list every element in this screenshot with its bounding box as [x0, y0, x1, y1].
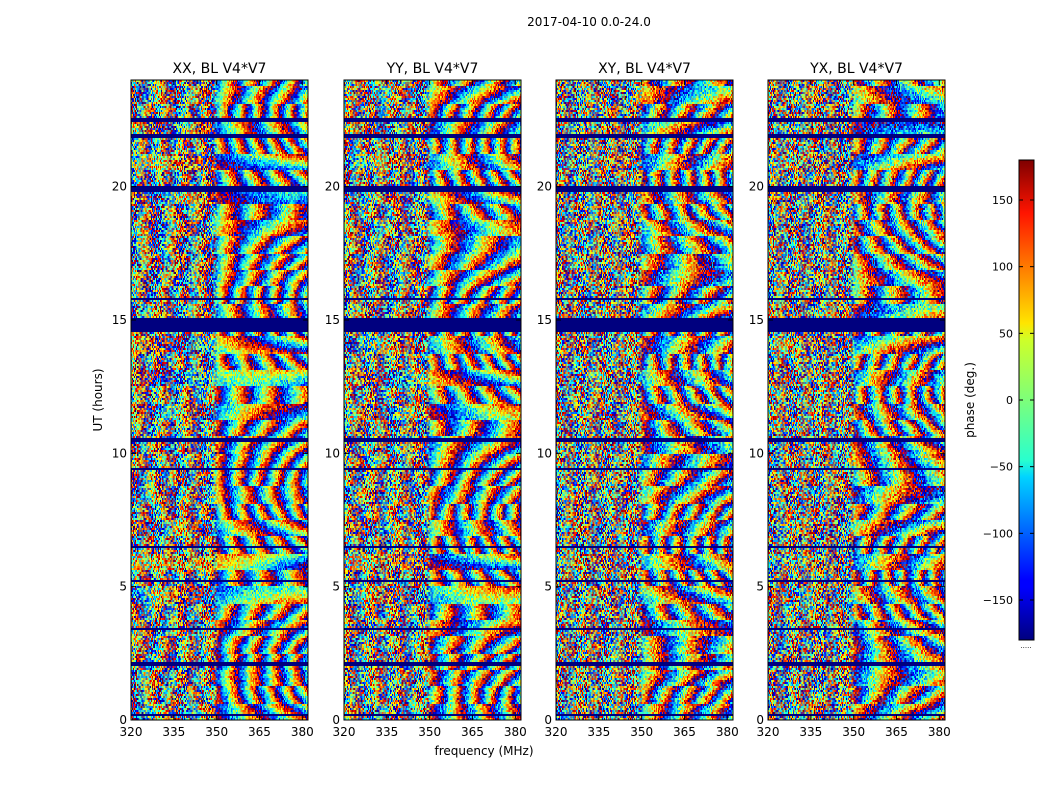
- y-tick-label: 15: [537, 313, 552, 327]
- figure-title: 2017-04-10 0.0-24.0: [527, 15, 651, 29]
- phase-heatmap-yx: [768, 80, 945, 720]
- phase-heatmap-xy: [556, 80, 733, 720]
- phase-heatmap-xx: [131, 80, 308, 720]
- x-tick-label: 380: [291, 725, 314, 739]
- y-tick-label: 0: [756, 713, 764, 727]
- panel-frame: [343, 79, 522, 721]
- panel-yy: YY, BL V4*V7 320 335 350 365 380 0 5 10 15 20: [325, 61, 527, 739]
- x-tick-label: 320: [120, 725, 143, 739]
- y-tick-label: 15: [749, 313, 764, 327]
- x-tick-label: 350: [842, 725, 865, 739]
- panel-title: XX, BL V4*V7: [173, 61, 267, 77]
- y-tick-label: 0: [119, 713, 127, 727]
- colorbar-tick-label: −50: [990, 461, 1013, 474]
- y-tick-label: 5: [544, 580, 552, 594]
- panel-frame: [555, 79, 734, 721]
- y-tick-label: 20: [537, 180, 552, 194]
- x-tick-label: 380: [716, 725, 739, 739]
- y-tick-label: 0: [544, 713, 552, 727]
- panel-frame: [130, 79, 309, 721]
- colorbar-tick-label: 150: [992, 194, 1013, 207]
- y-axis-label: UT (hours): [91, 368, 105, 431]
- x-tick-label: 380: [928, 725, 951, 739]
- y-tick-label: 0: [332, 713, 340, 727]
- y-tick-label: 10: [749, 446, 764, 460]
- y-tick-label: 10: [537, 446, 552, 460]
- panel-xx: XX, BL V4*V7 320 335 350 365 380 0 5 10 15 20: [112, 61, 314, 739]
- y-tick-label: 5: [332, 580, 340, 594]
- y-tick-label: 20: [749, 180, 764, 194]
- colorbar-tick-label: 100: [992, 261, 1013, 274]
- x-tick-label: 320: [333, 725, 356, 739]
- y-tick-label: 15: [112, 313, 127, 327]
- x-axis-label: frequency (MHz): [434, 744, 533, 758]
- x-tick-label: 365: [673, 725, 696, 739]
- panel-title: XY, BL V4*V7: [598, 61, 691, 77]
- colorbar: 150 100 50 0 −50 −100 −150 phase (deg.) .....: [963, 159, 1035, 650]
- panel-frame: [767, 79, 946, 721]
- x-tick-label: 365: [885, 725, 908, 739]
- y-tick-label: 15: [325, 313, 340, 327]
- panel-xy: XY, BL V4*V7 320 335 350 365 380 0 5 10 15 20: [537, 61, 739, 739]
- y-tick-label: 5: [756, 580, 764, 594]
- colorbar-tick-label: 0: [1006, 394, 1013, 407]
- y-tick-label: 10: [112, 446, 127, 460]
- x-tick-label: 380: [504, 725, 527, 739]
- colorbar-ticks: 150 100 50 0 −50 −100 −150: [983, 194, 1034, 607]
- x-tick-label: 335: [375, 725, 398, 739]
- colorbar-tick-label: −150: [983, 594, 1013, 607]
- panel-title: YX, BL V4*V7: [809, 61, 903, 77]
- x-tick-label: 365: [248, 725, 271, 739]
- x-tick-label: 320: [757, 725, 780, 739]
- y-tick-label: 20: [325, 180, 340, 194]
- y-tick-label: 20: [112, 180, 127, 194]
- x-tick-label: 350: [205, 725, 228, 739]
- panel-title: YY, BL V4*V7: [386, 61, 479, 77]
- x-tick-label: 335: [587, 725, 610, 739]
- colorbar-tick-label: −100: [983, 527, 1013, 540]
- x-tick-label: 320: [545, 725, 568, 739]
- x-tick-label: 350: [630, 725, 653, 739]
- panel-yx: YX, BL V4*V7 320 335 350 365 380 0 5 10 15 20: [749, 61, 951, 739]
- x-tick-label: 365: [461, 725, 484, 739]
- colorbar-tick-label: 50: [999, 327, 1013, 340]
- x-tick-label: 350: [418, 725, 441, 739]
- x-tick-label: 335: [162, 725, 185, 739]
- colorbar-label: phase (deg.): [963, 362, 977, 438]
- colorbar-footer: .....: [1020, 642, 1031, 650]
- x-tick-label: 335: [799, 725, 822, 739]
- y-tick-label: 10: [325, 446, 340, 460]
- phase-heatmap-yy: [344, 80, 521, 720]
- y-tick-label: 5: [119, 580, 127, 594]
